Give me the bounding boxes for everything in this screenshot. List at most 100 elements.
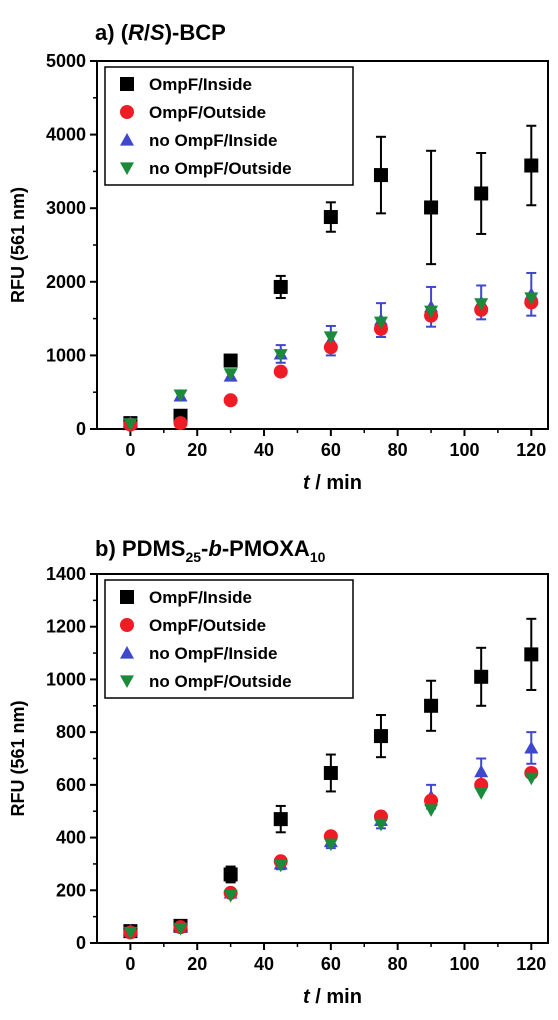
panel-b-x-tick-label: 100 bbox=[449, 954, 479, 974]
panel-b-point-no-ompf-outside bbox=[373, 818, 388, 832]
panel-b-y-tick-label: 800 bbox=[56, 722, 86, 742]
panel-b-y-axis-label: RFU (561 nm) bbox=[8, 700, 28, 816]
panel-a-legend-label-ompf-inside: OmpF/Inside bbox=[149, 75, 252, 94]
panel-a-point-no-ompf-outside bbox=[474, 298, 489, 311]
panel-a-legend-marker-no-ompf-outside bbox=[120, 162, 134, 175]
panel-b-x-tick-label: 0 bbox=[125, 954, 135, 974]
panel-b-y-tick-label: 0 bbox=[76, 933, 86, 953]
panel-b-legend bbox=[104, 579, 354, 699]
panel-b-point-ompf-inside bbox=[424, 698, 439, 713]
panel-a-point-ompf-inside bbox=[223, 353, 238, 368]
panel-a-legend bbox=[104, 66, 354, 186]
panel-a-y-tick-label: 2000 bbox=[46, 272, 86, 292]
panel-b-title: b) PDMS25-b-PMOXA10 bbox=[95, 536, 326, 565]
panel-b-y-tick-label: 200 bbox=[56, 880, 86, 900]
panel-a-x-tick-label: 40 bbox=[254, 440, 274, 460]
panel-a-point-ompf-inside bbox=[273, 279, 288, 294]
panel-a-point-ompf-outside bbox=[323, 340, 338, 355]
panel-b-legend-label-no-ompf-outside: no OmpF/Outside bbox=[149, 672, 292, 691]
panel-a-x-tick-label: 0 bbox=[125, 440, 135, 460]
panel-b-x-tick-label: 40 bbox=[254, 954, 274, 974]
panel-a-legend-marker-ompf-inside bbox=[120, 77, 134, 91]
panel-b-legend-label-ompf-outside: OmpF/Outside bbox=[149, 616, 266, 635]
panel-b-title-sub-2: 10 bbox=[310, 549, 326, 565]
panel-b-legend-label-ompf-inside: OmpF/Inside bbox=[149, 588, 252, 607]
panel-a-legend-label-no-ompf-outside: no OmpF/Outside bbox=[149, 159, 292, 178]
panel-a-y-tick-label: 4000 bbox=[46, 125, 86, 145]
panel-b-point-no-ompf-outside bbox=[524, 772, 539, 786]
panel-a-point-ompf-outside bbox=[173, 416, 188, 431]
panel-a-point-no-ompf-outside bbox=[173, 389, 188, 403]
panel-a-title-s: S bbox=[150, 20, 165, 45]
panel-b-legend-marker-no-ompf-outside bbox=[120, 675, 134, 688]
panel-a-x-tick-label: 120 bbox=[516, 440, 546, 460]
panel-a-point-no-ompf-outside bbox=[323, 331, 338, 344]
panel-a-title-prefix: ( bbox=[121, 20, 129, 45]
panel-b-point-ompf-inside bbox=[273, 812, 288, 827]
panel-b-point-no-ompf-outside bbox=[173, 922, 188, 936]
panel-b-label: b) bbox=[95, 536, 116, 561]
panel-b-x-axis-label-italic: t bbox=[303, 986, 311, 1008]
panel-b-y-tick-label: 1000 bbox=[46, 669, 86, 689]
panel-b-title-italic: b bbox=[208, 536, 221, 561]
panel-a-y-tick-label: 3000 bbox=[46, 198, 86, 218]
panel-a-legend-label-no-ompf-inside: no OmpF/Inside bbox=[149, 131, 277, 150]
panel-b-legend-label-no-ompf-inside: no OmpF/Inside bbox=[149, 644, 277, 663]
panel-b-x-axis-label: t / min bbox=[303, 986, 362, 1008]
panel-a-title-suffix: ) bbox=[165, 20, 172, 45]
panel-a-point-ompf-inside bbox=[424, 200, 439, 215]
panel-a-point-no-ompf-outside bbox=[524, 292, 539, 305]
panel-a-y-tick-label: 1000 bbox=[46, 345, 86, 365]
panel-a-point-ompf-inside bbox=[373, 168, 388, 183]
panel-a-legend-label-ompf-outside: OmpF/Outside bbox=[149, 103, 266, 122]
panel-b-point-no-ompf-outside bbox=[474, 787, 489, 800]
panel-a-x-tick-label: 60 bbox=[321, 440, 341, 460]
panel-a-x-axis-label-italic: t bbox=[303, 472, 311, 494]
panel-b-title-pmoxa: -PMOXA bbox=[222, 536, 310, 561]
panel-b-point-no-ompf-outside bbox=[123, 926, 138, 940]
panel-b-point-no-ompf-outside bbox=[424, 804, 439, 817]
panel-a-point-no-ompf-outside bbox=[223, 368, 238, 381]
panel-a-y-tick-label: 5000 bbox=[46, 51, 86, 71]
panel-b-point-no-ompf-outside bbox=[323, 838, 338, 852]
panel-a-title: a) (R/S)-BCP bbox=[95, 20, 226, 45]
panel-a-legend-marker-no-ompf-inside bbox=[120, 133, 134, 146]
panel-a-point-no-ompf-outside bbox=[123, 418, 138, 431]
panel-b-point-ompf-inside bbox=[524, 647, 539, 662]
panel-b-point-ompf-outside bbox=[424, 793, 439, 808]
panel-a-point-no-ompf-outside bbox=[373, 316, 388, 330]
panel-b-x-axis-label-rest: / min bbox=[310, 986, 362, 1008]
panel-a-point-ompf-outside bbox=[273, 364, 288, 379]
panel-b-point-ompf-inside bbox=[323, 765, 338, 780]
panel-a-point-ompf-inside bbox=[524, 158, 539, 173]
panel-a-title-r: R bbox=[128, 20, 144, 45]
panel-b-point-no-ompf-inside bbox=[474, 764, 489, 778]
panel-b-plot: 0 20 40 60 80 100 1200200400600800100012001400… bbox=[8, 564, 549, 1008]
panel-b-title-main: PDMS bbox=[122, 536, 186, 561]
panel-b-point-ompf-inside bbox=[474, 669, 489, 684]
panel-b-legend-marker-no-ompf-inside bbox=[120, 646, 134, 659]
panel-b-title-dash: - bbox=[201, 536, 208, 561]
panel-b-x-tick-label: 120 bbox=[516, 954, 546, 974]
panel-a-point-no-ompf-outside bbox=[273, 349, 288, 362]
panel-a-point-no-ompf-outside bbox=[424, 305, 439, 319]
panel-a-x-axis-label: t / min bbox=[303, 472, 362, 494]
panel-a-y-axis-label: RFU (561 nm) bbox=[8, 187, 28, 303]
panel-a-point-ompf-inside bbox=[323, 210, 338, 225]
panel-a-plot: 0 20 40 60 80 100 120 0 1000 2000 3000 4000 5000 RFU … bbox=[8, 51, 549, 494]
panel-b-legend-marker-ompf-inside bbox=[120, 590, 134, 604]
panel-b-point-ompf-inside bbox=[223, 867, 238, 882]
panel-b-x-tick-label: 20 bbox=[187, 954, 207, 974]
panel-a-label: a) bbox=[95, 20, 115, 45]
panel-b-title-sub-1: 25 bbox=[185, 549, 201, 565]
panel-b-y-tick-label: 400 bbox=[56, 828, 86, 848]
panel-a-point-ompf-inside bbox=[474, 186, 489, 201]
panel-a-x-tick-label: 80 bbox=[388, 440, 408, 460]
panel-b-x-tick-label: 80 bbox=[388, 954, 408, 974]
panel-a-title-main: -BCP bbox=[172, 20, 226, 45]
panel-a-point-ompf-outside bbox=[223, 393, 238, 408]
panel-a-x-tick-label: 100 bbox=[449, 440, 479, 460]
panel-b-legend-marker-ompf-outside bbox=[120, 618, 134, 632]
